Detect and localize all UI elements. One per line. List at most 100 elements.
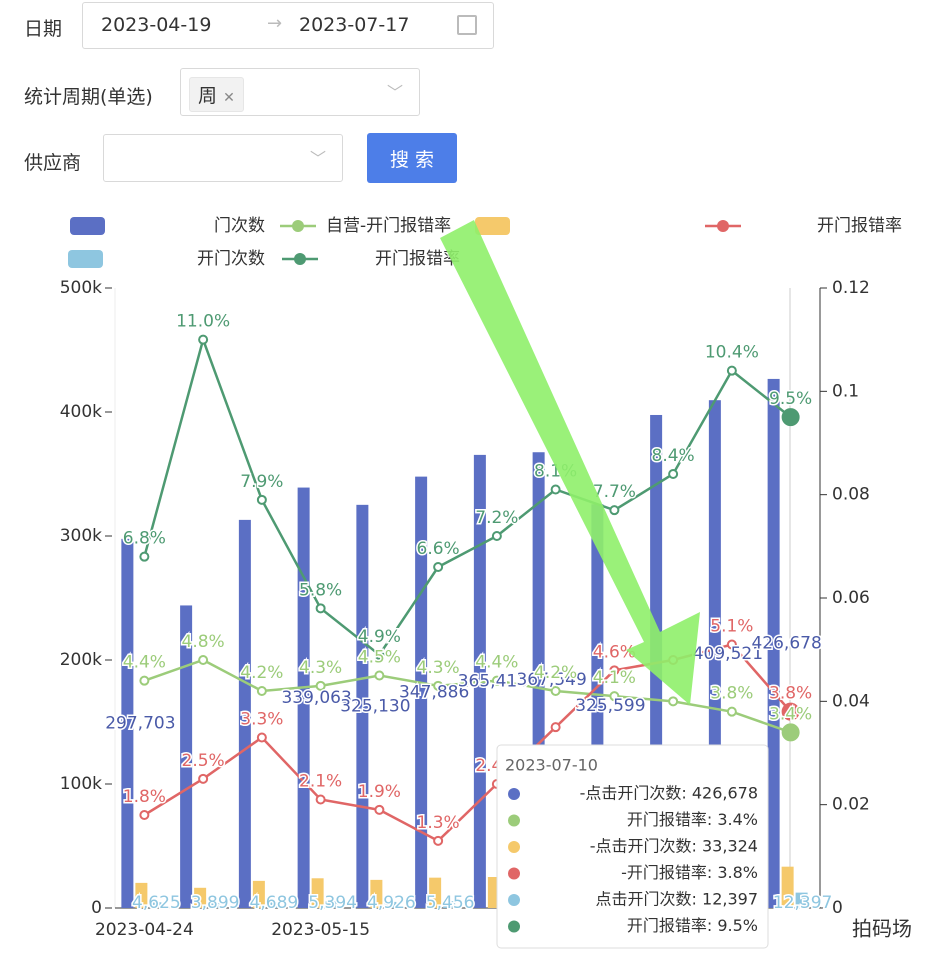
data-label: 4.4% (123, 653, 166, 673)
bar (325, 901, 338, 908)
y2-tick-label: 0.02 (832, 795, 870, 815)
tooltip-line: -点击开门次数: 33,324 (590, 837, 758, 856)
tooltip-swatch (508, 814, 520, 827)
point (609, 505, 620, 516)
x-tick-label: 2023-04-24 (95, 920, 194, 940)
period-tag: 周 ✕ (189, 77, 244, 112)
date-end: 2023-07-17 (299, 14, 410, 36)
line (143, 658, 792, 734)
point (256, 686, 267, 696)
plot: 0 100k 200k 300k 400k 500k 0 0.02 0.04 0.06 0.08 0.… (60, 216, 902, 940)
date-label: 日期 (24, 18, 63, 40)
period-tag-text: 周 (198, 85, 218, 107)
bar (121, 538, 134, 908)
tooltip-swatch (508, 841, 520, 853)
point (726, 365, 737, 376)
data-label: 297,703 (105, 713, 175, 733)
point (139, 675, 150, 686)
data-label: 347,886 (399, 682, 469, 702)
point (668, 696, 679, 707)
y2-tick-label: 0 (832, 898, 843, 918)
data-label: 325,130 (340, 696, 410, 716)
data-label: 4.3% (417, 658, 460, 678)
point (491, 675, 502, 686)
legend-swatch (68, 250, 103, 268)
data-label: 10.4% (705, 343, 759, 363)
point (433, 680, 444, 691)
data-label: 9.5% (769, 389, 812, 409)
data-label: 11.0% (176, 312, 230, 332)
date-start: 2023-04-19 (101, 14, 212, 36)
y-tick-label: 200k (60, 650, 102, 670)
bar (135, 882, 148, 908)
y-tick-label: 100k (60, 774, 102, 794)
dropdown-icon: ﹀ (386, 83, 403, 102)
date-range[interactable]: 2023-04-19 → 2023-07-17 (82, 2, 494, 49)
tooltip-swatch (508, 920, 520, 933)
point (315, 794, 326, 805)
point (256, 494, 267, 505)
data-label: 325,599 (575, 696, 645, 716)
legend-label: 开门报错率 (817, 216, 902, 236)
bar (238, 519, 251, 908)
bar (384, 901, 397, 908)
data-label: 4.2% (240, 663, 283, 683)
bar (194, 887, 207, 908)
tag-close[interactable]: ✕ (223, 90, 235, 106)
data-label: 426,678 (751, 633, 821, 653)
point (198, 773, 209, 784)
y2-tick-label: 0.06 (832, 588, 870, 608)
legend-swatch (717, 220, 729, 232)
period-label: 统计周期(单选) (24, 86, 153, 108)
period-select[interactable]: 周 ✕ ﹀ (180, 68, 420, 116)
point (668, 469, 679, 479)
bar (252, 880, 265, 908)
point (374, 670, 385, 681)
y-tick-label: 0 (91, 898, 102, 918)
search-button[interactable]: 搜 索 (367, 133, 457, 183)
tooltip-swatch (508, 894, 520, 906)
data-label: 4,625 (132, 893, 181, 913)
point (139, 810, 150, 820)
data-label: 7.9% (240, 472, 283, 492)
arrow (440, 220, 700, 705)
data-label: 4.6% (593, 642, 636, 662)
watermark: 拍码场 (852, 917, 912, 941)
data-label: 5,456 (426, 893, 475, 913)
legend-swatch (294, 253, 306, 265)
point (609, 691, 620, 702)
y2-tick-label: 0.04 (832, 691, 870, 711)
data-label: 3.4% (769, 704, 812, 724)
y-tick-label: 400k (60, 402, 102, 422)
bar (149, 902, 162, 908)
y2-tick-label: 0.12 (832, 278, 870, 298)
point (256, 732, 267, 743)
tooltip-swatch (508, 867, 520, 880)
data-label: 6.8% (123, 529, 166, 549)
bar (767, 378, 780, 908)
tooltip-line: 点击开门次数: 12,397 (596, 890, 758, 909)
data-label: 3.8% (710, 684, 753, 704)
data-label: 12,397 (773, 893, 832, 913)
point (726, 706, 737, 717)
y-tick-label: 500k (60, 278, 102, 298)
data-label: 409,521 (693, 644, 763, 664)
data-label: 4.3% (299, 658, 342, 678)
tooltip-line: -开门报错率: 3.8% (621, 863, 758, 882)
data-label: 8.4% (652, 446, 695, 466)
supplier-select[interactable]: ﹀ (103, 134, 343, 182)
data-label: 4.5% (358, 648, 401, 668)
point (781, 408, 800, 427)
y2-tick-label: 0.08 (832, 485, 870, 505)
legend-label: 门次数 (214, 216, 265, 236)
bar (297, 487, 310, 908)
y-tick-label: 300k (60, 526, 102, 546)
supplier-label: 供应商 (24, 152, 82, 174)
tooltip-line: 开门报错率: 9.5% (627, 916, 758, 935)
arrow-annotation (440, 220, 700, 705)
data-label: 5.1% (710, 617, 753, 637)
tooltip: 2023-07-10 -点击开门次数: 426,678 开门报错率: 3.4% -点击… (496, 744, 769, 949)
data-label: 7.7% (593, 482, 636, 502)
legend-swatch (292, 220, 304, 232)
data-label: 2.1% (299, 772, 342, 792)
